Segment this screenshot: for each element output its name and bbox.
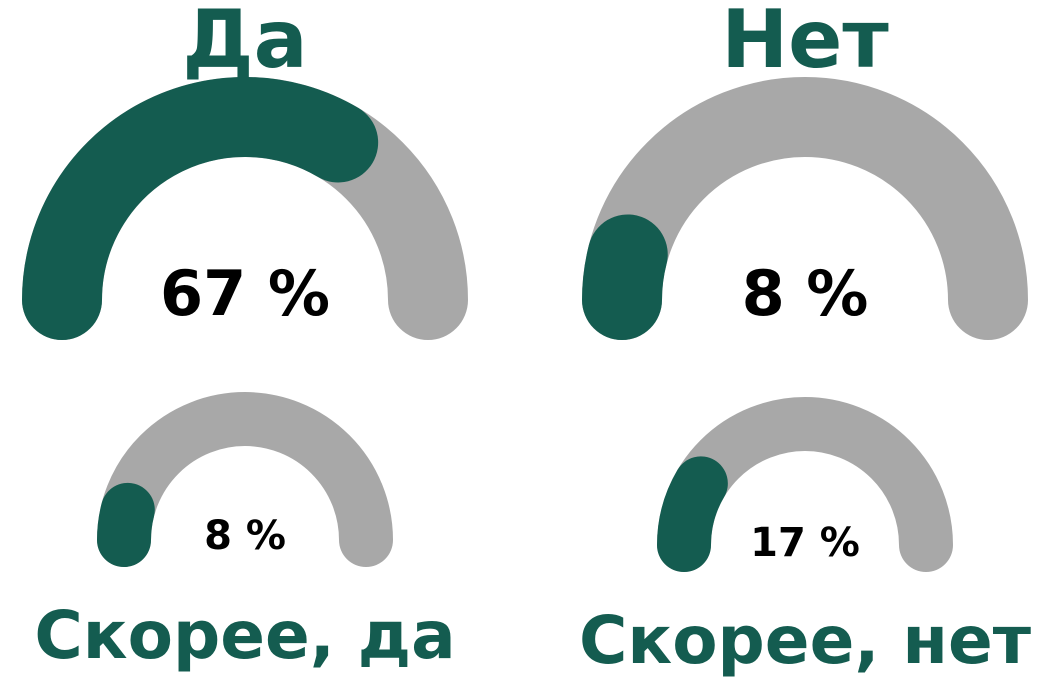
gauge-track [582, 77, 1028, 340]
value-label: 67 % [160, 257, 330, 330]
gauge-title: Да [182, 0, 307, 86]
gauge-title: Скорее, да [34, 597, 455, 674]
value-label: 17 % [750, 520, 860, 566]
value-label: 8 % [742, 257, 869, 330]
gauge-title: Скорее, нет [579, 602, 1031, 679]
gauge-fill [22, 77, 379, 340]
gauge-fill [97, 482, 155, 567]
gauge-title: Нет [721, 0, 889, 86]
gauge-fill [657, 456, 728, 572]
value-label: 8 % [204, 513, 286, 559]
gauge-fill [582, 214, 668, 340]
